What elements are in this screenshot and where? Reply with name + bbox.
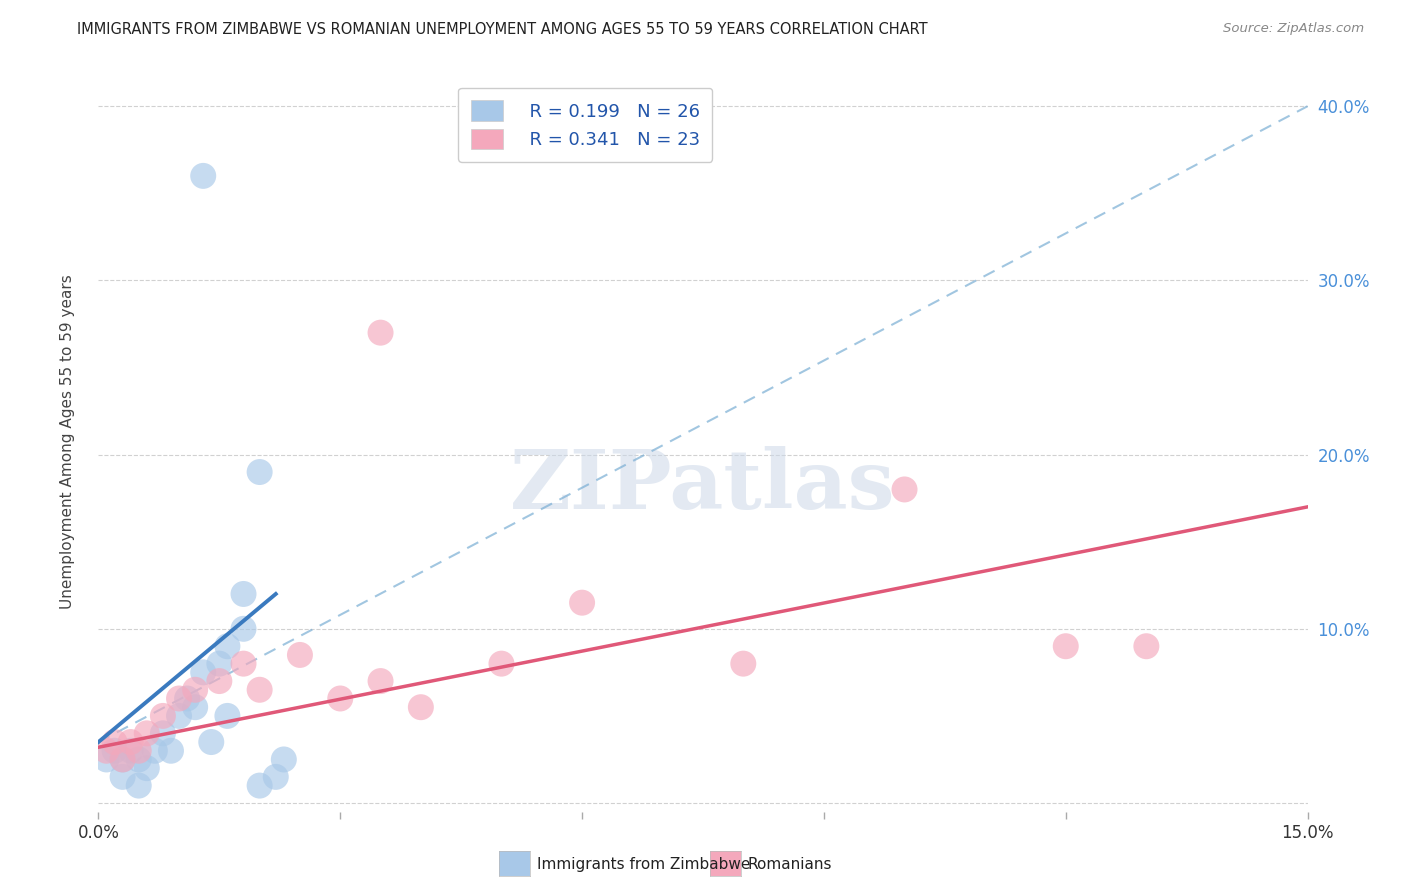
Text: Immigrants from Zimbabwe: Immigrants from Zimbabwe [537,857,751,871]
Point [329,691,352,706]
Point [120,735,142,749]
Point [128,779,150,793]
Point [184,700,207,714]
Point [152,709,174,723]
Point [167,709,190,723]
Point [152,726,174,740]
Point [193,169,215,183]
Point [232,587,254,601]
Point [273,752,295,766]
Point [160,744,183,758]
Point [103,744,125,758]
Point [128,752,150,766]
Point [111,752,134,766]
Point [96,752,118,766]
Point [200,735,222,749]
Point [288,648,311,662]
Point [893,483,915,497]
Point [103,735,125,749]
Point [167,691,190,706]
Point [264,770,287,784]
Point [120,744,142,758]
Point [208,657,231,671]
Y-axis label: Unemployment Among Ages 55 to 59 years: Unemployment Among Ages 55 to 59 years [60,274,75,609]
Point [176,691,198,706]
Point [135,726,157,740]
Point [128,744,150,758]
Point [217,639,239,653]
Point [111,752,134,766]
Point [208,674,231,689]
Text: Source: ZipAtlas.com: Source: ZipAtlas.com [1223,22,1364,36]
Point [249,465,271,479]
Text: IMMIGRANTS FROM ZIMBABWE VS ROMANIAN UNEMPLOYMENT AMONG AGES 55 TO 59 YEARS CORR: IMMIGRANTS FROM ZIMBABWE VS ROMANIAN UNE… [77,22,928,37]
Point [370,326,392,340]
Point [193,665,215,680]
Text: Romanians: Romanians [748,857,832,871]
Point [232,657,254,671]
Point [217,709,239,723]
Point [733,657,755,671]
Point [409,700,432,714]
Point [1054,639,1077,653]
Point [135,761,157,775]
Point [143,744,166,758]
Point [249,779,271,793]
Point [96,744,118,758]
Text: ZIPatlas: ZIPatlas [510,446,896,526]
Point [184,682,207,697]
Point [1135,639,1157,653]
Point [249,682,271,697]
Legend:   R = 0.199   N = 26,   R = 0.341   N = 23: R = 0.199 N = 26, R = 0.341 N = 23 [458,87,713,162]
Point [111,770,134,784]
Point [232,622,254,636]
Point [571,596,593,610]
Point [370,674,392,689]
Point [491,657,513,671]
